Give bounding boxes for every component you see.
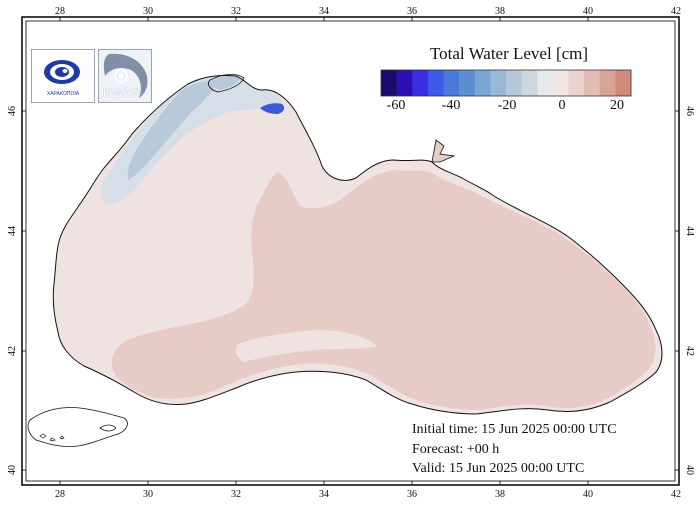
lon-label: 32 [231, 489, 241, 500]
kerch-blue-accent [260, 103, 285, 114]
lon-label: 36 [407, 489, 417, 500]
lon-label: 36 [407, 6, 417, 17]
legend-tick: 0 [558, 98, 566, 113]
legend-colorbar [381, 70, 632, 96]
legend-swatch [521, 70, 538, 96]
logo-right: KWAR [98, 49, 152, 103]
legend-title: Total Water Level [cm] [429, 44, 589, 63]
forecast-text: Forecast: +00 h [412, 442, 500, 457]
lat-label: 44 [684, 226, 695, 236]
lon-label: 28 [55, 6, 65, 17]
wave-logo-icon [103, 53, 148, 98]
lon-label: 40 [583, 6, 593, 17]
logo-left-text: ΧΑΡΑΚΟΠΟΙΑ [46, 91, 80, 97]
lon-label: 34 [319, 489, 329, 500]
lon-label: 32 [231, 6, 241, 17]
lat-label: 42 [684, 346, 695, 356]
legend-swatch [568, 70, 585, 96]
legend-swatch [412, 70, 429, 96]
legend-swatch [474, 70, 491, 96]
map-inner-border [25, 20, 676, 482]
coastline [52, 75, 663, 415]
lon-label: 30 [143, 489, 153, 500]
legend-colorbar-border [380, 69, 632, 97]
map-border [21, 16, 680, 486]
azov-outline [208, 74, 245, 93]
eye-logo-icon [44, 60, 80, 84]
lat-labels-right: 46 44 42 40 [684, 106, 695, 475]
lon-label: 42 [671, 6, 681, 17]
legend-swatch [396, 70, 413, 96]
lat-labels-left: 46 44 42 40 [7, 106, 18, 475]
legend-swatch [537, 70, 554, 96]
lat-label: 40 [684, 465, 695, 475]
lat-label: 44 [7, 226, 18, 236]
legend-swatch [615, 70, 632, 96]
legend-swatch [599, 70, 616, 96]
legend-swatch [459, 70, 476, 96]
legend-swatch [443, 70, 460, 96]
nw-coast-blue-band [127, 80, 218, 180]
legend-tick: -60 [386, 98, 406, 113]
basin-light-sliver [236, 330, 378, 362]
coast-spike [431, 139, 456, 163]
lat-label: 46 [684, 106, 695, 116]
initial-time-text: Initial time: 15 Jun 2025 00:00 UTC [412, 422, 617, 437]
legend-swatch [427, 70, 444, 96]
legend-tick: -40 [441, 98, 461, 113]
lon-label: 34 [319, 6, 329, 17]
logo-right-text: KWAR [103, 86, 141, 100]
tick-marks [22, 17, 679, 485]
marmara-islands [39, 433, 65, 442]
legend-swatch [552, 70, 569, 96]
legend-swatch [381, 70, 397, 96]
lat-label: 42 [7, 346, 18, 356]
azov-patch [211, 75, 240, 90]
lon-label: 38 [495, 489, 505, 500]
nw-shelf-area [100, 75, 284, 205]
lon-label: 28 [55, 489, 65, 500]
lon-labels-top: 28 30 32 34 36 38 40 42 [55, 6, 681, 17]
legend-swatch [490, 70, 507, 96]
marmara-outline [27, 407, 128, 447]
lon-label: 38 [495, 6, 505, 17]
logo-left: ΧΑΡΑΚΟΠΟΙΑ [31, 49, 95, 103]
lon-labels-bottom: 28 30 32 34 36 38 40 42 [55, 489, 681, 500]
lat-label: 46 [7, 106, 18, 116]
legend-tick: 20 [610, 98, 624, 113]
legend-swatch [506, 70, 522, 96]
legend-tick: -20 [497, 98, 517, 113]
legend-swatch [584, 70, 601, 96]
lon-label: 42 [671, 489, 681, 500]
valid-time-text: Valid: 15 Jun 2025 00:00 UTC [412, 461, 585, 476]
lon-label: 40 [583, 489, 593, 500]
lon-label: 30 [143, 6, 153, 17]
lat-label: 40 [7, 465, 18, 475]
